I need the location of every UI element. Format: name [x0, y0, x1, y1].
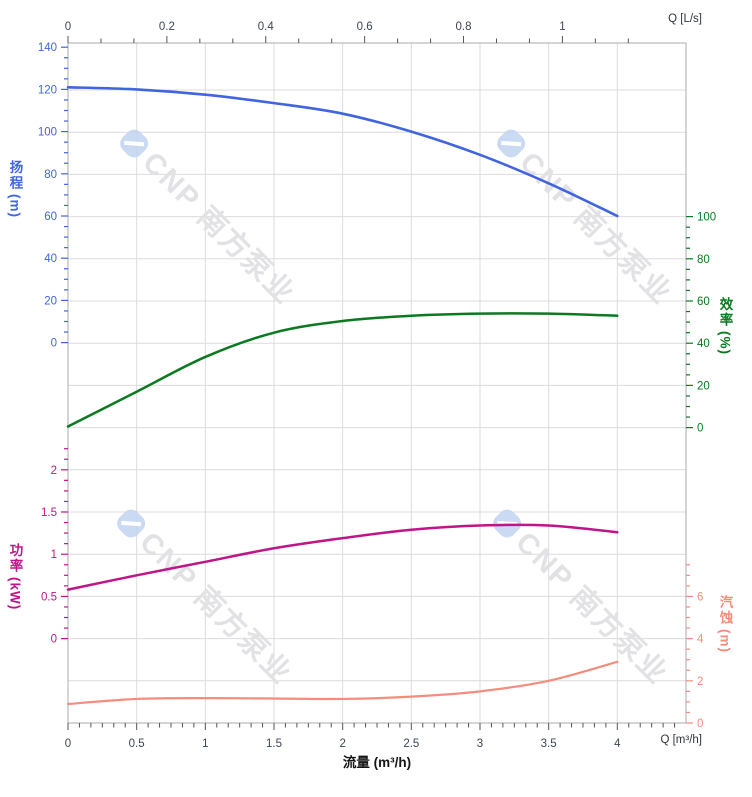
tick-label: 0 — [65, 738, 71, 750]
axis-title-head-unit: (m) — [7, 194, 23, 218]
axis-title-head: 扬程 (m) — [6, 160, 24, 218]
tick-label: 60 — [44, 211, 57, 223]
tick-label: 0 — [51, 634, 57, 646]
axis-title-npsh: 汽蚀 (m) — [716, 595, 734, 653]
top-axis-ticks — [67, 36, 629, 43]
tick-label: 4 — [614, 738, 621, 750]
tick-label: 6 — [697, 591, 703, 603]
tick-label: 0 — [65, 21, 71, 33]
tick-label: 1 — [51, 549, 57, 561]
axis-title-power-text: 功率 — [7, 543, 23, 574]
tick-label: 40 — [697, 338, 710, 350]
watermark-text: CNP 南方泵业 — [136, 145, 302, 311]
bottom-axis-unit-label: Q [m³/h] — [660, 734, 702, 746]
tick-label: 100 — [38, 127, 57, 139]
tick-label: 60 — [697, 296, 710, 308]
series-efficiency-curve — [66, 312, 619, 428]
bottom-axis-ticks — [67, 723, 676, 730]
axis-title-power-unit: (kW) — [7, 577, 23, 611]
bottom-axis-title: 流量 (m³/h) — [342, 755, 412, 770]
top-axis-unit-label: Q [L/s] — [668, 13, 702, 25]
series-curves — [66, 85, 619, 706]
axis-title-efficiency-unit: (%) — [717, 331, 733, 355]
tick-label: 3 — [477, 738, 483, 750]
tick-label: 80 — [697, 254, 710, 266]
axis-title-npsh-text: 汽蚀 — [717, 595, 733, 626]
tick-label: 40 — [44, 253, 57, 265]
axis-title-efficiency-text: 效率 — [717, 297, 733, 328]
axis-title-efficiency: 效率 (%) — [716, 297, 734, 355]
tick-label: 4 — [697, 634, 704, 646]
power-axis-ticks — [61, 448, 68, 640]
tick-label: 0.8 — [456, 21, 472, 33]
tick-label: 1 — [202, 738, 208, 750]
tick-label: 140 — [38, 42, 57, 54]
tick-label: 0.4 — [258, 21, 275, 33]
tick-label: 0.2 — [159, 21, 175, 33]
tick-label: 20 — [44, 295, 57, 307]
tick-label: 2 — [697, 676, 703, 688]
tick-label: 0 — [697, 718, 703, 730]
watermark-text: CNP 南方泵业 — [513, 145, 679, 311]
tick-label: 0 — [51, 338, 57, 350]
tick-label: 1.5 — [41, 507, 57, 519]
axis-title-power: 功率 (kW) — [6, 543, 24, 610]
tick-label: 120 — [38, 84, 57, 96]
tick-label: 80 — [44, 169, 57, 181]
tick-label: 0.5 — [41, 591, 57, 603]
grid-lines — [68, 43, 686, 723]
tick-label: 2 — [339, 738, 345, 750]
series-power-curve — [66, 523, 619, 591]
tick-label: 100 — [697, 212, 716, 224]
tick-label: 1 — [559, 21, 565, 33]
watermark-text: CNP 南方泵业 — [509, 525, 675, 691]
series-npsh-curve — [66, 660, 619, 706]
head-axis-ticks — [61, 46, 68, 344]
tick-label: 0 — [697, 423, 703, 435]
tick-label: 3.5 — [541, 738, 557, 750]
tick-label: 2.5 — [403, 738, 419, 750]
efficiency-axis-ticks — [686, 216, 693, 429]
tick-label: 2 — [51, 465, 57, 477]
tick-label: 0.5 — [129, 738, 145, 750]
axis-title-head-text: 扬程 — [7, 160, 23, 191]
tick-label: 0.6 — [357, 21, 373, 33]
tick-label: 20 — [697, 380, 710, 392]
series-head-curve — [66, 85, 619, 218]
tick-label: 1.5 — [266, 738, 282, 750]
npsh-axis-ticks — [686, 564, 693, 724]
axis-title-npsh-unit: (m) — [717, 629, 733, 653]
